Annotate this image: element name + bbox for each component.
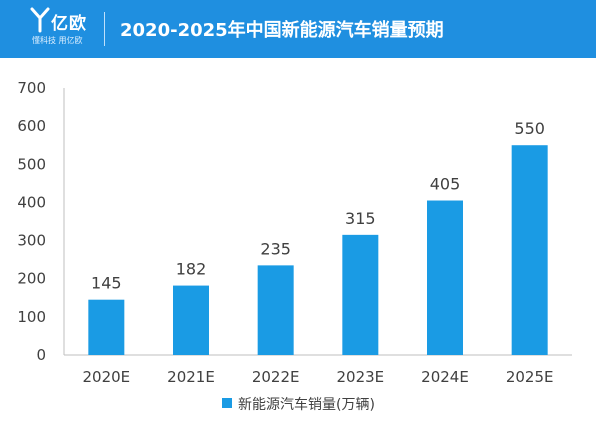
bar-chart: 0 100 200 300 400 500 600 700 145 182 235 315 405 55… xyxy=(17,79,572,413)
header-divider xyxy=(104,12,105,46)
bar xyxy=(88,299,125,355)
y-tick-label: 400 xyxy=(17,193,46,211)
bars-group: 145 182 235 315 405 550 xyxy=(88,119,548,355)
bar-value-label: 405 xyxy=(430,175,461,194)
x-tick-label: 2020E xyxy=(83,368,131,386)
y-tick-label: 0 xyxy=(36,346,46,364)
y-tick-label: 700 xyxy=(17,79,46,97)
bar xyxy=(511,145,548,355)
y-tick-label: 200 xyxy=(17,270,46,288)
bar-value-label: 182 xyxy=(176,260,207,279)
x-axis-ticks: 2020E 2021E 2022E 2023E 2024E 2025E xyxy=(83,368,554,386)
bar-value-label: 235 xyxy=(260,239,291,258)
bar xyxy=(257,265,294,355)
bar xyxy=(427,200,463,355)
x-tick-label: 2021E xyxy=(167,368,215,386)
bar xyxy=(173,285,209,355)
header-banner: 亿欧 懂科技 用亿欧 2020-2025年中国新能源汽车销量预期 xyxy=(0,0,596,58)
x-tick-label: 2025E xyxy=(506,368,554,386)
page-title: 2020-2025年中国新能源汽车销量预期 xyxy=(120,20,444,41)
y-axis-ticks: 0 100 200 300 400 500 600 700 xyxy=(17,79,46,364)
y-tick-label: 100 xyxy=(17,308,46,326)
y-tick-label: 300 xyxy=(17,232,46,250)
bar-value-label: 145 xyxy=(91,274,122,293)
x-tick-label: 2023E xyxy=(337,368,385,386)
logo-slogan: 懂科技 用亿欧 xyxy=(32,36,83,45)
logo-y-icon xyxy=(30,7,50,33)
y-tick-label: 600 xyxy=(17,117,46,135)
legend: 新能源汽车销量(万辆) xyxy=(222,396,375,413)
legend-swatch xyxy=(222,398,232,408)
y-tick-label: 500 xyxy=(17,155,46,173)
bar-value-label: 315 xyxy=(345,209,376,228)
bar-value-label: 550 xyxy=(514,119,545,138)
x-tick-label: 2024E xyxy=(421,368,469,386)
x-tick-label: 2022E xyxy=(252,368,300,386)
legend-label: 新能源汽车销量(万辆) xyxy=(238,396,375,413)
logo-name: 亿欧 xyxy=(51,14,87,34)
bar xyxy=(342,234,379,355)
brand-logo: 亿欧 懂科技 用亿欧 xyxy=(30,7,100,51)
